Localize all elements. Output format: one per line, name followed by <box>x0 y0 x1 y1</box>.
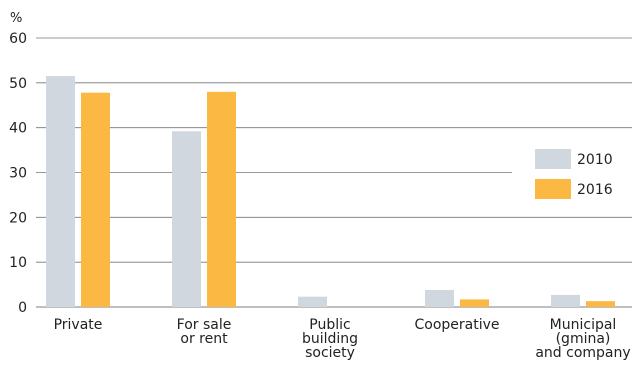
y-tick-label: 30 <box>9 166 27 182</box>
y-tick-label: 40 <box>9 121 27 137</box>
category-label: For sale or rent <box>177 317 232 347</box>
bar-2016-1 <box>207 91 236 307</box>
y-axis-unit: % <box>10 11 22 26</box>
y-tick-label: 50 <box>9 76 27 92</box>
legend: 2010 2016 <box>535 149 613 199</box>
bar-2010-3 <box>425 289 454 307</box>
bar-2010-1 <box>172 131 201 307</box>
bar-2010-2 <box>298 296 327 307</box>
y-tick-label: 10 <box>9 255 27 271</box>
category-label: Private <box>54 317 103 333</box>
category-label: Public building society <box>302 317 358 361</box>
bar-2016-0 <box>81 92 110 308</box>
grid-lines <box>36 37 632 308</box>
legend-label-2016: 2016 <box>577 182 613 198</box>
bar-2010-0 <box>46 76 75 307</box>
legend-swatch-2016 <box>535 179 571 199</box>
bar-2016-3 <box>460 299 489 307</box>
bars <box>46 76 615 308</box>
legend-swatch-2010 <box>535 149 571 169</box>
category-label: Cooperative <box>414 317 499 333</box>
y-tick-label: 20 <box>9 210 27 226</box>
legend-label-2010: 2010 <box>577 152 613 168</box>
y-tick-labels: 0 10 20 30 40 50 60 <box>9 31 27 316</box>
category-labels: Private For sale or rent Public building soci… <box>54 317 631 361</box>
bar-2010-4 <box>551 294 580 307</box>
y-tick-label: 0 <box>18 300 27 316</box>
category-label: Municipal (gmina) and company <box>535 317 630 361</box>
bar-2016-4 <box>586 301 615 307</box>
y-tick-label: 60 <box>9 31 27 47</box>
